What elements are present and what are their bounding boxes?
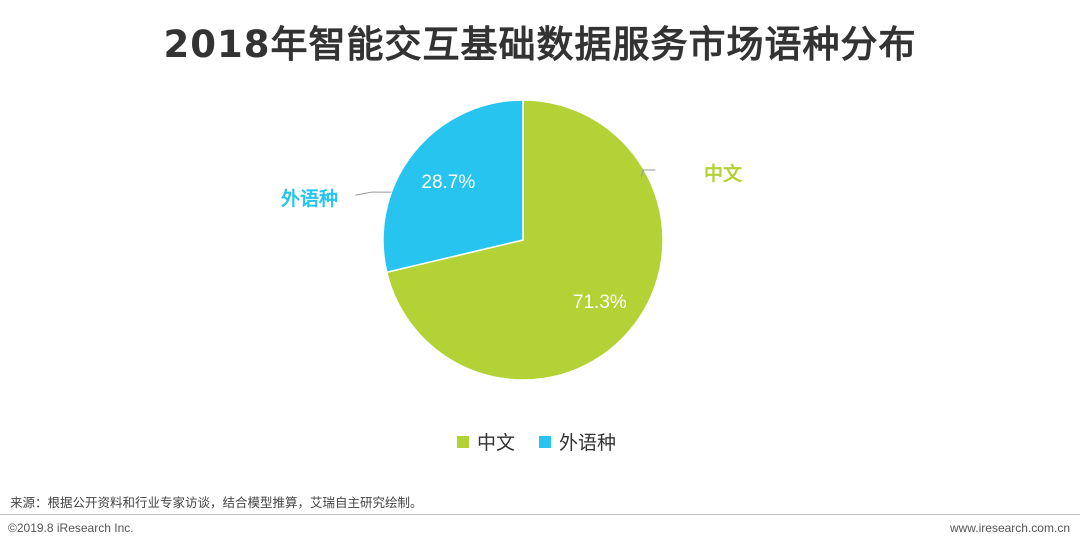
legend-swatch-1 [539,436,551,448]
legend: 中文 外语种 [457,432,616,454]
slice-value-label-0: 71.3% [573,292,627,313]
footer-divider [0,514,1080,515]
leader-line-0 [640,169,656,178]
pie-slice-1 [382,99,524,274]
pie-slice-0 [385,99,664,381]
website-link[interactable]: www.iresearch.com.cn [949,521,1070,535]
pie-slices [382,99,664,381]
chart-title: 2018年智能交互基础数据服务市场语种分布 [163,23,917,66]
source-note: 来源：根据公开资料和行业专家访谈，结合模型推算，艾瑞自主研究绘制。 [10,495,423,510]
legend-label-0: 中文 [477,432,515,454]
legend-label-1: 外语种 [559,432,616,454]
category-label-0: 中文 [704,162,743,185]
leader-lines [355,169,656,196]
legend-swatch-0 [457,436,469,448]
slice-value-label-1: 28.7% [421,172,475,193]
copyright: ©2019.8 iResearch Inc. [8,521,134,535]
slice-labels: 71.3% 中文 28.7% 外语种 [281,162,743,313]
leader-line-1 [355,191,392,196]
category-label-1: 外语种 [281,187,338,210]
